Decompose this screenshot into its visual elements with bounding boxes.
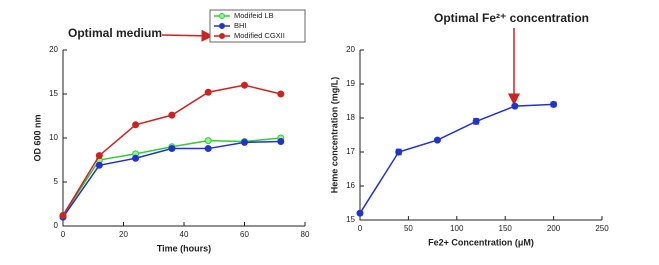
point [395,148,403,156]
axes [62,50,305,227]
point [168,111,176,119]
y-tick-label: 5 [54,177,59,186]
point [433,136,441,144]
point [356,209,364,217]
y-tick-label: 15 [49,89,58,98]
point [132,121,140,129]
series-line [359,103,554,214]
x-tick-label: 200 [547,224,561,233]
point [550,100,558,108]
point [132,154,140,162]
x-axis-label: Time (hours) [157,243,211,253]
legend-marker [219,13,225,19]
y-tick-label: 15 [346,215,355,224]
x-tick-label: 150 [499,224,513,233]
annotation: Optimal Fe²⁺ concentration [434,11,589,25]
y-tick-label: 17 [346,147,355,156]
x-tick-label: 0 [61,230,66,239]
series-line [62,140,281,218]
point [59,211,67,219]
point [168,145,176,153]
y-tick-label: 10 [49,133,58,142]
y-axis-label: Heme concentration (mg/L) [329,77,339,194]
point [241,81,248,89]
point [95,152,103,160]
point [95,161,103,169]
point [204,145,212,153]
x-tick-label: 50 [404,224,413,233]
y-tick-label: 0 [54,221,59,230]
point [277,138,285,146]
y-tick-label: 18 [346,113,355,122]
point [277,90,285,98]
x-tick-label: 60 [240,230,249,239]
legend-label: BHI [234,21,247,30]
point [204,137,212,145]
axes [359,50,602,221]
arrow [161,29,214,42]
point [511,102,519,110]
legend-marker [219,33,225,39]
y-tick-label: 20 [49,45,58,54]
legend-label: Modified CGXII [234,31,285,40]
legend-marker [219,23,225,29]
point [241,138,248,146]
point [472,117,480,125]
y-axis-label: OD 600 nm [32,114,42,161]
y-tick-label: 20 [346,45,355,54]
x-tick-label: 0 [358,224,363,233]
x-tick-label: 100 [450,224,464,233]
annotation: Optimal medium [68,26,162,40]
y-tick-label: 16 [346,181,355,190]
x-tick-label: 250 [595,224,609,233]
x-axis-label: Fe2+ Concentration (μM) [428,237,534,247]
point [204,88,212,96]
x-tick-label: 40 [180,230,189,239]
x-tick-label: 80 [301,230,310,239]
x-tick-label: 20 [119,230,128,239]
legend-label: Modifeid LB [234,11,274,20]
y-tick-label: 19 [346,79,355,88]
